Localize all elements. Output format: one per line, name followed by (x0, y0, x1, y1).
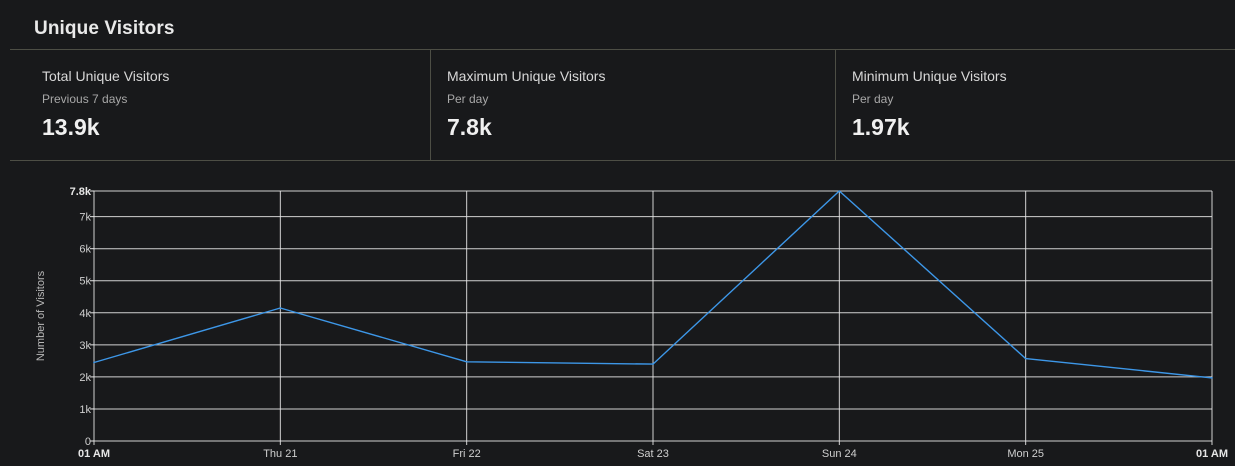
y-tick-label: 7k (79, 212, 91, 224)
stat-value: 1.97k (852, 114, 910, 140)
stat-maximum-unique-visitors: Maximum Unique Visitors Per day 7.8k (447, 50, 827, 160)
data-point (1024, 357, 1027, 360)
data-point (838, 190, 841, 192)
x-tick-label: Fri 22 (453, 448, 481, 460)
stat-label: Total Unique Visitors (42, 68, 170, 84)
data-point (93, 361, 95, 364)
y-tick-label: 5k (79, 276, 91, 288)
y-tick-label: 4k (79, 308, 91, 320)
y-tick-label: 3k (79, 340, 91, 352)
panel-title: Unique Visitors (34, 18, 175, 39)
x-tick-label: Mon 25 (1007, 448, 1044, 460)
y-tick-label: 1k (79, 404, 91, 416)
data-point (652, 363, 654, 365)
visitors-line-chart: 0 1k 2k 3k 4k 5k 6k 7k 7.8k 01 AM Thu 21 Fri 22 Sat … (35, 186, 1228, 460)
stat-divider (835, 50, 836, 160)
stat-total-unique-visitors: Total Unique Visitors Previous 7 days 13… (42, 50, 422, 160)
y-tick-label: 0 (85, 436, 91, 448)
header-divider (10, 49, 1235, 50)
data-point (1211, 377, 1213, 379)
y-tick-label: 6k (79, 244, 91, 256)
y-axis-title: Number of Visitors (35, 270, 47, 361)
x-tick-label: 01 AM (78, 448, 110, 460)
x-tick-label: Sun 24 (822, 448, 857, 460)
x-tick-label: Sat 23 (637, 448, 669, 460)
y-tick-label: 2k (79, 372, 91, 384)
stat-sublabel: Per day (852, 92, 894, 106)
stat-label: Maximum Unique Visitors (447, 68, 606, 84)
stat-minimum-unique-visitors: Minimum Unique Visitors Per day 1.97k (852, 50, 1222, 160)
data-point (279, 307, 282, 309)
x-tick-label: Thu 21 (263, 448, 297, 460)
stat-value: 7.8k (447, 114, 492, 140)
y-tick-label: 7.8k (70, 186, 92, 198)
stat-divider (430, 50, 431, 160)
stat-sublabel: Previous 7 days (42, 92, 128, 106)
x-tick-label: 01 AM (1196, 448, 1228, 460)
data-point (465, 361, 468, 363)
stat-label: Minimum Unique Visitors (852, 68, 1007, 84)
stats-divider (10, 160, 1235, 161)
stat-sublabel: Per day (447, 92, 489, 106)
stat-value: 13.9k (42, 114, 100, 140)
